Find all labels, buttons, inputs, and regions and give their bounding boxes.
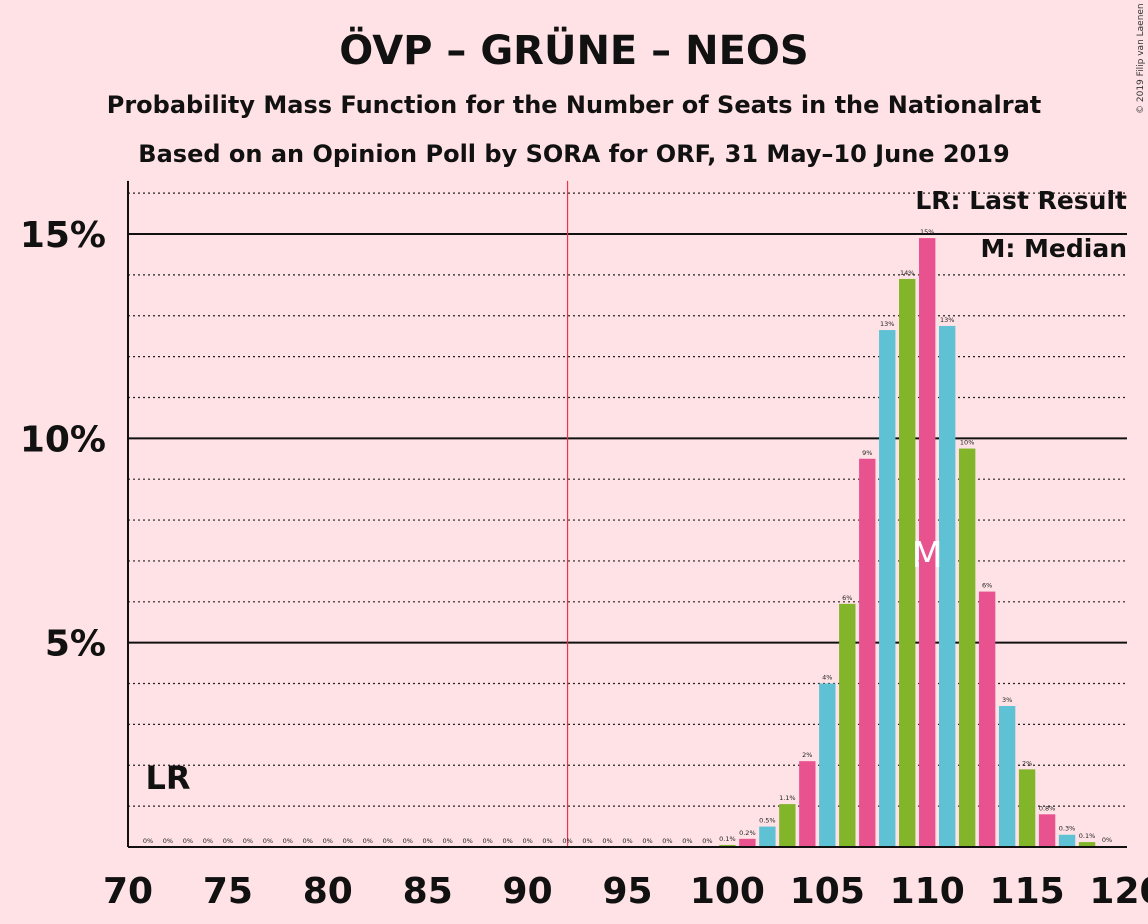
bar-label-seat-107: 9% [862,449,872,457]
bar-label-seat-89: 0% [502,837,512,845]
bar-label-seat-99: 0% [702,837,712,845]
last-result-marker: LR [145,759,190,797]
bar-labels-group: 0% 0% 0% 0% 0% 0% 0% 0% 0% 0% 0% 0% 0% 0% 0% 0% 0% 0% 0% 0%… [143,228,1112,845]
bar-seat-103 [779,804,796,847]
bar-label-seat-71: 0% [143,837,153,845]
bar-label-seat-95: 0% [622,837,632,845]
y-tick-label: 5% [45,624,106,665]
bar-label-seat-111: 13% [940,316,954,324]
bar-label-seat-108: 13% [880,320,894,328]
bar-label-seat-91: 0% [542,837,552,845]
bar-seat-111 [938,325,956,847]
axes-group: 5% 10% 15% 70 75 80 85 90 95 100 105 110 115 120 [20,180,1148,912]
bar-label-seat-82: 0% [363,837,373,845]
bar-label-seat-86: 0% [443,837,453,845]
bar-seat-105 [819,683,836,847]
copyright-notice: © 2019 Filip van Laenen [1136,3,1146,114]
bar-label-seat-119: 0% [1102,836,1112,844]
bar-label-seat-109: 14% [900,269,914,277]
bar-label-seat-83: 0% [383,837,393,845]
bar-label-seat-84: 0% [403,837,413,845]
bar-seat-116 [1038,814,1056,847]
bar-label-seat-100: 0.1% [719,835,736,843]
bar-label-seat-76: 0% [243,837,253,845]
bar-seat-106 [839,603,856,847]
bar-label-seat-94: 0% [602,837,612,845]
bar-seat-115 [1018,769,1036,847]
bar-label-seat-97: 0% [662,837,672,845]
x-tick-label: 70 [103,871,153,912]
bar-seat-108 [879,330,896,848]
x-tick-label: 105 [790,871,865,912]
bar-label-seat-88: 0% [482,837,492,845]
bar-seat-101 [739,838,756,847]
bar-label-seat-78: 0% [283,837,293,845]
bar-label-seat-115: 2% [1022,759,1032,767]
bar-label-seat-98: 0% [682,837,692,845]
chart-subtitle-2: Based on an Opinion Poll by SORA for ORF… [138,140,1009,168]
bar-label-seat-118: 0.1% [1079,832,1096,840]
bar-label-seat-112: 10% [960,439,974,447]
bar-seat-117 [1058,834,1076,847]
bars-group [719,238,1116,848]
chart-subtitle: Probability Mass Function for the Number… [107,91,1042,119]
bar-label-seat-79: 0% [303,837,313,845]
x-tick-label: 100 [690,871,765,912]
bar-seat-112 [958,448,976,847]
bar-label-seat-85: 0% [423,837,433,845]
bar-label-seat-81: 0% [343,837,353,845]
bar-seat-114 [998,706,1016,847]
bar-label-seat-72: 0% [163,837,173,845]
bar-label-seat-96: 0% [642,837,652,845]
bar-seat-110 [919,238,936,847]
x-tick-label: 95 [602,871,652,912]
bar-seat-100 [719,844,736,847]
bar-seat-109 [899,278,916,847]
bar-label-seat-113: 6% [982,582,992,590]
bar-seat-118 [1078,842,1096,847]
bar-label-seat-102: 0.5% [759,817,776,825]
bar-label-seat-77: 0% [263,837,273,845]
legend-median: M: Median [980,234,1127,263]
bar-label-seat-117: 0.3% [1059,825,1076,833]
x-tick-label: 90 [503,871,553,912]
x-tick-label: 80 [303,871,353,912]
bar-label-seat-104: 2% [802,751,812,759]
bar-seat-113 [978,591,996,847]
bar-label-seat-101: 0.2% [739,829,756,837]
bar-seat-102 [759,826,776,847]
legend-last-result: LR: Last Result [915,186,1127,215]
bar-label-seat-90: 0% [522,837,532,845]
bar-label-seat-73: 0% [183,837,193,845]
bar-label-seat-103: 1.1% [779,794,796,802]
x-tick-label: 120 [1089,871,1148,912]
bar-seat-107 [859,458,876,847]
x-tick-label: 85 [403,871,453,912]
x-tick-label: 75 [203,871,253,912]
y-tick-label: 10% [20,419,106,460]
chart-title: ÖVP – GRÜNE – NEOS [339,26,808,74]
bar-label-seat-74: 0% [203,837,213,845]
bar-label-seat-75: 0% [223,837,233,845]
bar-seat-104 [799,761,816,847]
median-marker: M [912,535,943,576]
bar-label-seat-92: 0% [562,837,572,845]
bar-label-seat-80: 0% [323,837,333,845]
x-tick-label: 115 [990,871,1065,912]
bar-label-seat-87: 0% [463,837,473,845]
grid-lines [128,180,1127,847]
bar-label-seat-116: 0.8% [1039,804,1056,812]
x-tick-label: 110 [890,871,965,912]
y-tick-label: 15% [20,215,106,256]
bar-label-seat-106: 6% [842,594,852,602]
bar-label-seat-110: 15% [920,228,934,236]
bar-label-seat-114: 3% [1002,696,1012,704]
bar-label-seat-105: 4% [822,674,832,682]
bar-label-seat-93: 0% [582,837,592,845]
